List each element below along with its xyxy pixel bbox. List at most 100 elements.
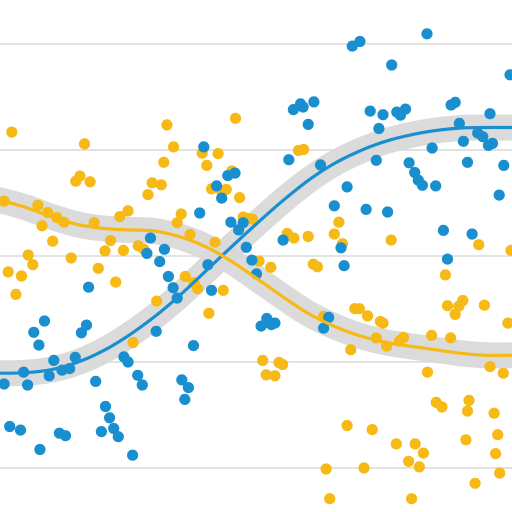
data-point (461, 405, 474, 417)
data-point (198, 141, 210, 153)
data-point (406, 493, 418, 505)
data-point (445, 332, 457, 344)
data-point (314, 159, 327, 171)
data-point (47, 235, 59, 247)
data-point (341, 181, 353, 193)
data-point (99, 245, 111, 257)
data-point (328, 200, 340, 212)
data-point (492, 429, 504, 441)
data-point (155, 179, 167, 191)
data-point (505, 244, 512, 256)
data-point (142, 189, 154, 201)
data-point (234, 192, 246, 204)
data-point (373, 122, 385, 135)
data-point (108, 422, 120, 435)
data-point (38, 315, 51, 327)
data-point (421, 28, 433, 40)
data-point (460, 434, 472, 446)
data-point (158, 156, 170, 168)
data-point (192, 283, 204, 295)
data-point (246, 213, 258, 225)
data-point (99, 400, 112, 413)
data-point (494, 467, 506, 479)
data-point (114, 211, 126, 223)
data-point (466, 228, 478, 240)
data-point (246, 254, 258, 266)
data-point (136, 379, 148, 391)
data-point (257, 354, 269, 366)
data-point (158, 243, 170, 255)
data-point (477, 131, 489, 143)
data-point (162, 270, 174, 283)
data-point (497, 367, 509, 379)
data-point (229, 112, 242, 124)
data-point (167, 282, 179, 294)
data-point (211, 180, 223, 192)
data-point (104, 412, 116, 424)
data-point (151, 295, 163, 307)
data-point (127, 449, 139, 461)
data-point (260, 369, 272, 381)
data-point (229, 167, 241, 179)
data-point (220, 183, 232, 195)
data-point (430, 180, 442, 192)
data-point (95, 426, 107, 438)
data-point (385, 234, 397, 246)
data-point (92, 262, 104, 274)
data-point (255, 320, 267, 332)
data-point (323, 311, 335, 323)
data-point (80, 319, 93, 331)
data-point (302, 230, 314, 243)
data-point (335, 242, 347, 254)
data-point (36, 220, 48, 232)
data-point (216, 192, 228, 204)
data-point (484, 361, 496, 373)
data-point (311, 261, 323, 273)
data-point (201, 159, 213, 171)
data-point (498, 159, 510, 171)
data-point (298, 143, 310, 156)
data-point (212, 148, 224, 160)
data-point (237, 217, 249, 229)
data-point (32, 199, 44, 211)
data-point (283, 154, 295, 166)
trend-lines (0, 125, 512, 375)
trend-line (0, 125, 512, 375)
data-point (338, 260, 350, 272)
data-point (353, 303, 365, 315)
data-point (168, 141, 180, 153)
data-point (33, 339, 45, 351)
data-point (122, 205, 134, 217)
data-point (486, 137, 499, 149)
data-point (421, 366, 434, 378)
data-point (441, 300, 454, 312)
data-point (297, 101, 309, 113)
data-point (362, 310, 374, 322)
data-point (457, 135, 469, 147)
data-point (209, 236, 221, 248)
data-point (426, 329, 438, 341)
data-point (65, 252, 77, 264)
data-point (490, 448, 502, 460)
data-point (288, 232, 300, 244)
data-point (461, 156, 474, 168)
data-point (409, 438, 421, 450)
data-point (182, 382, 194, 394)
data-point (22, 379, 34, 391)
data-point (377, 317, 389, 329)
data-point (141, 247, 153, 259)
data-point (469, 477, 481, 489)
data-point (84, 176, 96, 188)
data-point (34, 443, 46, 456)
data-point (161, 119, 173, 131)
data-point (473, 239, 485, 251)
data-point (225, 216, 237, 228)
data-point (457, 294, 469, 307)
data-point (43, 370, 55, 382)
data-point (493, 189, 505, 201)
data-point (345, 344, 357, 356)
data-point (269, 317, 281, 329)
data-point (320, 463, 332, 475)
trend-line (0, 198, 512, 358)
